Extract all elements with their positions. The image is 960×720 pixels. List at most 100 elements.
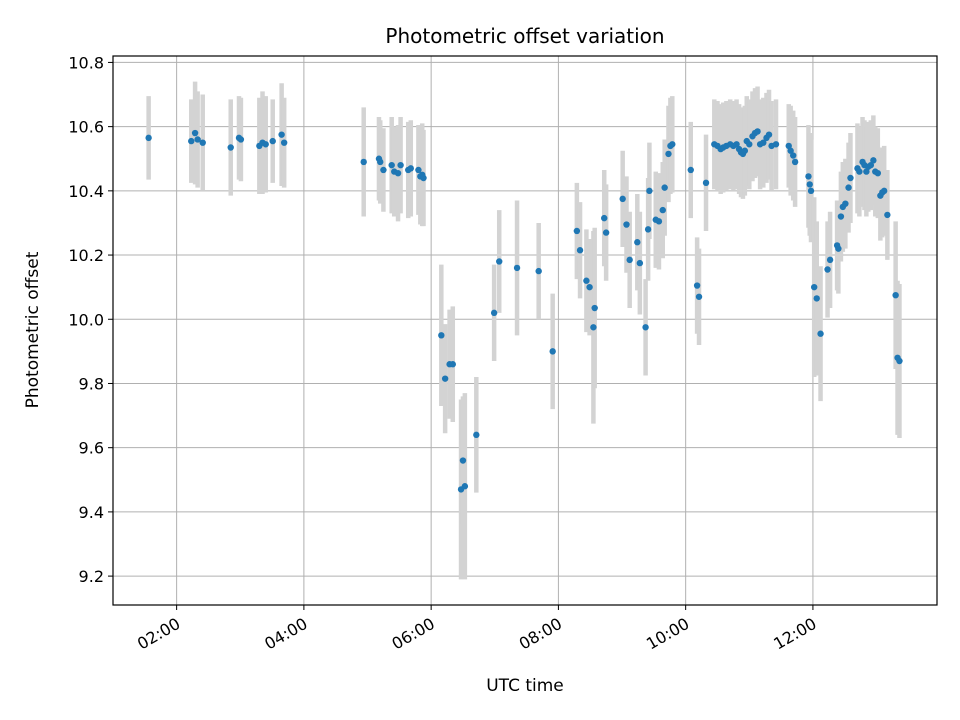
data-point (496, 258, 503, 265)
data-points (145, 128, 903, 493)
data-point (760, 139, 767, 146)
data-point (145, 134, 152, 142)
x-tick-label: 02:00 (134, 614, 183, 654)
data-point (636, 259, 644, 267)
data-point (278, 131, 285, 138)
data-point (441, 375, 449, 382)
data-point (191, 129, 199, 137)
data-point (407, 165, 414, 172)
data-point (583, 277, 590, 284)
data-point (835, 245, 842, 252)
data-point (806, 181, 813, 188)
data-point (473, 431, 480, 439)
y-axis: 9.2 9.4 9.6 9.8 10.0 10.2 10.4 10.6 10.8 (68, 53, 113, 586)
data-point (884, 211, 891, 219)
data-point (847, 174, 854, 182)
plot-frame (112, 55, 938, 606)
data-point (880, 187, 888, 195)
data-point (280, 139, 288, 146)
data-point (826, 256, 834, 264)
data-point (892, 291, 899, 299)
data-point (601, 214, 608, 222)
chart-title: Photometric offset variation (385, 24, 664, 48)
data-point (845, 184, 852, 191)
data-point (420, 174, 427, 182)
y-tick-label: 10.2 (68, 246, 104, 265)
data-point (661, 184, 668, 191)
y-tick-label: 9.4 (79, 503, 104, 522)
data-point (626, 256, 633, 264)
x-tick-label: 10:00 (643, 614, 692, 654)
y-tick-label: 10.8 (68, 53, 104, 72)
data-point (642, 324, 649, 331)
data-point (837, 213, 845, 220)
data-point (867, 161, 875, 169)
data-point (807, 187, 815, 195)
data-point (591, 304, 598, 312)
data-point (693, 282, 701, 289)
x-tick-label: 12:00 (770, 614, 819, 654)
data-point (655, 218, 663, 225)
y-tick-label: 10.4 (68, 182, 104, 201)
data-point (269, 137, 276, 145)
data-point (772, 141, 780, 148)
data-point (787, 147, 794, 154)
data-point (785, 142, 792, 150)
data-point (856, 168, 863, 175)
data-point (397, 161, 404, 169)
data-point (619, 195, 626, 203)
data-point (765, 131, 773, 138)
data-point (415, 166, 422, 174)
data-point (573, 227, 581, 235)
data-point (813, 295, 820, 302)
x-axis: 02:00 04:00 06:00 08:00 10:00 12:00 (134, 605, 820, 653)
data-point (817, 330, 824, 337)
y-tick-label: 9.8 (79, 374, 104, 393)
x-axis-title: UTC time (486, 676, 564, 696)
data-point (896, 357, 903, 365)
error-bars (146, 81, 902, 580)
data-point (388, 161, 395, 169)
data-point (513, 264, 521, 272)
data-point (702, 179, 710, 187)
data-point (659, 206, 666, 214)
data-point (194, 136, 201, 143)
data-point (810, 283, 818, 291)
data-point (791, 158, 799, 166)
y-tick-label: 9.6 (79, 439, 104, 458)
data-point (535, 267, 542, 275)
data-point (824, 266, 831, 273)
data-point (863, 168, 870, 175)
data-point (741, 147, 749, 154)
data-point (576, 247, 584, 254)
data-point (842, 200, 849, 207)
y-tick-label: 9.2 (79, 567, 104, 586)
data-point (874, 169, 882, 177)
data-point (789, 152, 797, 159)
data-point (870, 157, 877, 164)
data-point (449, 361, 456, 368)
data-point (199, 139, 206, 146)
data-point (237, 136, 245, 143)
data-point (687, 166, 694, 174)
data-point (644, 226, 652, 233)
data-point (262, 141, 269, 148)
data-point (646, 187, 653, 195)
data-point (360, 158, 367, 166)
data-point (461, 483, 469, 490)
data-point (586, 283, 593, 291)
data-point (695, 293, 703, 300)
data-point (805, 173, 812, 180)
data-point (549, 348, 556, 355)
y-tick-label: 10.6 (68, 118, 104, 137)
data-point (377, 158, 384, 166)
data-point (459, 457, 467, 464)
x-tick-label: 06:00 (389, 614, 438, 654)
data-point (490, 309, 498, 317)
data-point (669, 141, 676, 148)
data-point (665, 150, 672, 158)
data-point (394, 169, 402, 177)
data-point (590, 324, 597, 331)
data-point (438, 332, 445, 339)
